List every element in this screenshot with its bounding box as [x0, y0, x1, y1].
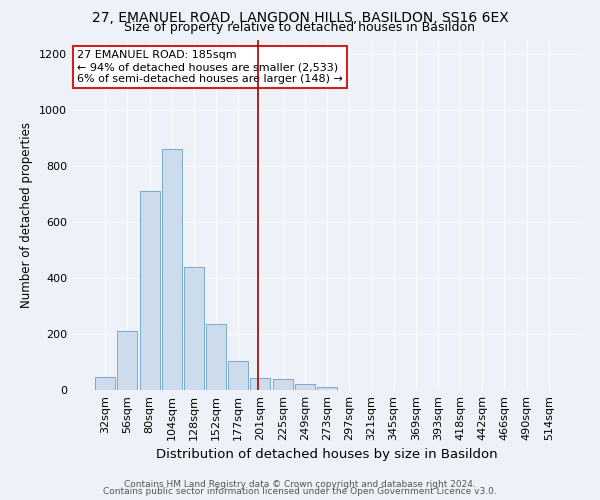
- Text: 27 EMANUEL ROAD: 185sqm
← 94% of detached houses are smaller (2,533)
6% of semi-: 27 EMANUEL ROAD: 185sqm ← 94% of detache…: [77, 50, 343, 84]
- Bar: [250, 378, 271, 390]
- X-axis label: Distribution of detached houses by size in Basildon: Distribution of detached houses by size …: [156, 448, 498, 462]
- Bar: [206, 324, 226, 390]
- Bar: [317, 386, 337, 390]
- Bar: [184, 267, 204, 390]
- Y-axis label: Number of detached properties: Number of detached properties: [20, 122, 34, 308]
- Bar: [95, 378, 115, 390]
- Bar: [272, 379, 293, 390]
- Bar: [118, 331, 137, 390]
- Bar: [162, 149, 182, 390]
- Bar: [140, 191, 160, 390]
- Text: Contains public sector information licensed under the Open Government Licence v3: Contains public sector information licen…: [103, 487, 497, 496]
- Bar: [295, 384, 315, 390]
- Bar: [228, 360, 248, 390]
- Text: 27, EMANUEL ROAD, LANGDON HILLS, BASILDON, SS16 6EX: 27, EMANUEL ROAD, LANGDON HILLS, BASILDO…: [92, 11, 508, 25]
- Text: Size of property relative to detached houses in Basildon: Size of property relative to detached ho…: [125, 22, 476, 35]
- Text: Contains HM Land Registry data © Crown copyright and database right 2024.: Contains HM Land Registry data © Crown c…: [124, 480, 476, 489]
